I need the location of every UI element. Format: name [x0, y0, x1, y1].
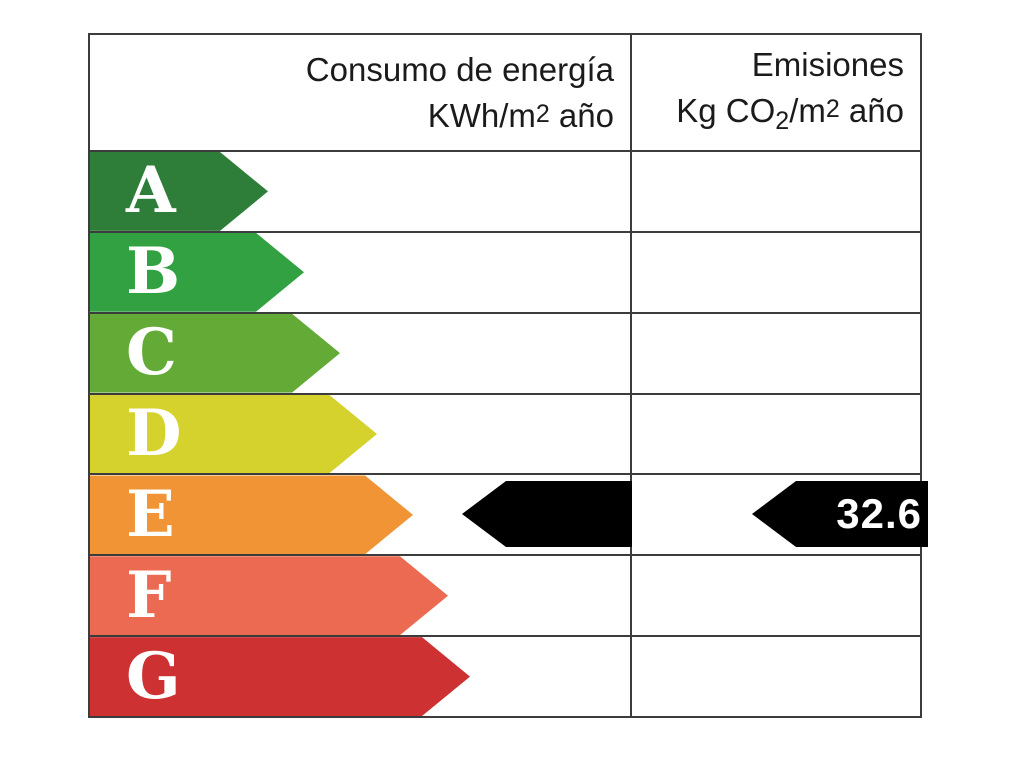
consumo-cell-E: E: [90, 475, 632, 555]
rating-row-B: B: [90, 230, 920, 312]
emisiones-header-line2: Kg CO2/m2 año: [632, 87, 904, 143]
consumo-cell-G: G: [90, 637, 632, 717]
consumo-cell-B: B: [90, 232, 632, 312]
consumo-header-line2: KWh/m2 año: [90, 92, 614, 138]
rating-letter-A: A: [126, 153, 176, 229]
emisiones-units-tail: año: [839, 91, 904, 129]
consumo-header-cell: Consumo de energía KWh/m2 año: [90, 35, 632, 150]
rating-letter-C: C: [126, 315, 177, 391]
rating-letter-G: G: [126, 638, 181, 714]
rating-letter-D: D: [126, 396, 182, 471]
emisiones-units-sup: 2: [825, 94, 840, 123]
emisiones-cell-D: [632, 395, 920, 474]
consumo-header-line1: Consumo de energía: [90, 48, 614, 92]
emisiones-units-text: Kg CO: [676, 91, 776, 129]
rating-arrow-C: C: [90, 314, 340, 393]
rating-arrow-A: A: [90, 152, 268, 231]
emisiones-units-mid: /m: [789, 91, 826, 129]
emisiones-header-line1: Emisiones: [632, 43, 904, 87]
rating-row-D: D: [90, 392, 920, 474]
rating-row-A: A: [90, 150, 920, 231]
rating-row-F: F: [90, 554, 920, 636]
consumo-units-tail: año: [549, 96, 614, 134]
emisiones-units-sub: 2: [775, 106, 790, 135]
rating-arrow-D: D: [90, 395, 377, 474]
consumo-cell-F: F: [90, 556, 632, 636]
consumo-cell-A: A: [90, 152, 632, 231]
rating-arrow-E: E: [90, 475, 413, 554]
consumo-title: Consumo de energía: [305, 50, 614, 88]
emisiones-cell-B: [632, 233, 920, 312]
consumo-units-sup: 2: [535, 99, 550, 128]
emisiones-cell-A: [632, 152, 920, 231]
rating-table: Consumo de energía KWh/m2 año Emisiones …: [88, 33, 922, 718]
consumo-cell-D: D: [90, 394, 632, 474]
emisiones-cell-G: [632, 637, 920, 716]
emisiones-indicator-value: 32.6: [836, 490, 922, 537]
emisiones-title: Emisiones: [751, 45, 904, 83]
rating-row-C: C: [90, 311, 920, 393]
consumo-cell-C: C: [90, 313, 632, 393]
table-header: Consumo de energía KWh/m2 año Emisiones …: [90, 35, 920, 150]
rating-letter-B: B: [126, 234, 181, 310]
rating-letter-E: E: [126, 476, 175, 552]
rating-arrow-G: G: [90, 637, 470, 716]
rating-arrow-F: F: [90, 556, 448, 635]
rating-row-G: G: [90, 635, 920, 717]
rating-arrow-B: B: [90, 233, 304, 312]
emisiones-cell-C: [632, 314, 920, 393]
consumo-units-text: KWh/m: [427, 96, 536, 134]
emisiones-header-cell: Emisiones Kg CO2/m2 año: [632, 35, 920, 150]
emisiones-cell-F: [632, 556, 920, 635]
rating-letter-F: F: [126, 557, 172, 633]
rating-row-E: E: [90, 473, 920, 555]
